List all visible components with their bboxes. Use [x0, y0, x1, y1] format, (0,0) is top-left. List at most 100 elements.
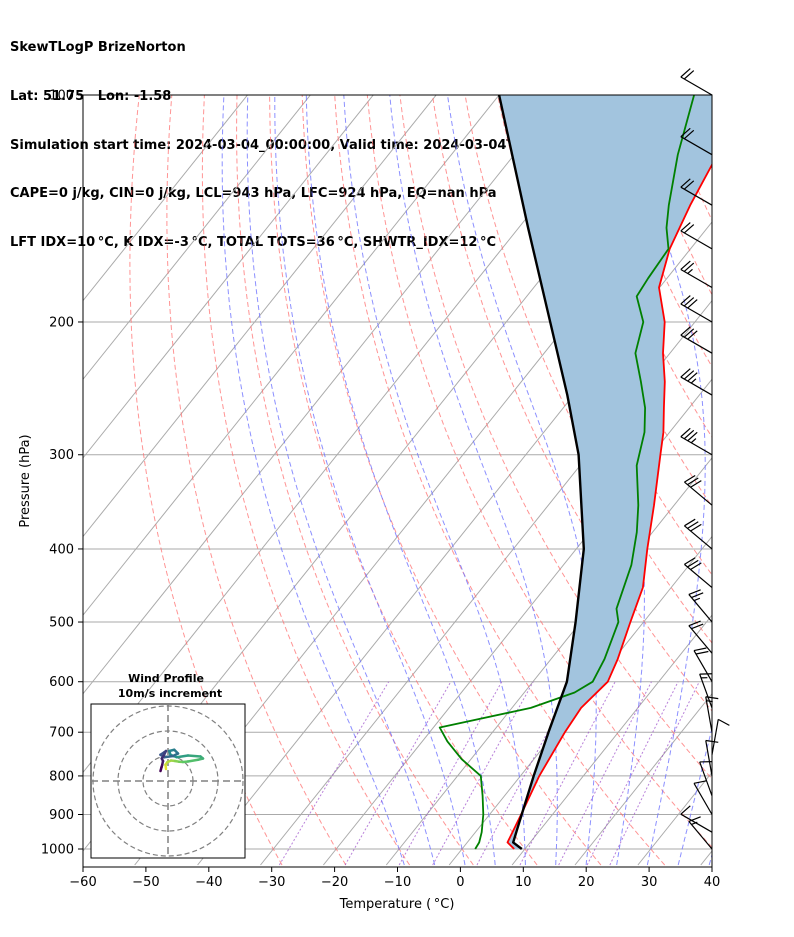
x-tick-label: −30 [258, 875, 285, 890]
moist-adiabat [620, 95, 706, 866]
dry-adiabat [366, 95, 712, 849]
wind-barb-shaft [680, 76, 713, 96]
wind-barb [680, 260, 713, 288]
wind-barb-shaft [711, 719, 719, 755]
moist-adiabat [447, 95, 597, 866]
wind-barb-flag [717, 718, 730, 726]
dry-adiabat [464, 95, 712, 644]
y-tick-label: 900 [49, 808, 74, 823]
hodograph-trace-segment [186, 758, 200, 763]
wind-barb-shaft [680, 813, 713, 833]
wind-barb-half-flag [687, 268, 693, 274]
wind-barb-half-flag [693, 597, 701, 602]
wind-barb-flag [693, 780, 707, 784]
wind-barb-flag [688, 620, 701, 627]
cape-shaded-area [499, 95, 712, 849]
station-title: SkewTLogP BrizeNorton [10, 40, 186, 56]
dry-adiabat [166, 95, 347, 866]
wind-barb-shaft [680, 230, 713, 250]
isotherm-line [83, 95, 248, 302]
moist-adiabat [708, 853, 712, 866]
wind-barb-flag [683, 328, 695, 338]
mixing-ratio-line [398, 681, 503, 866]
dry-adiabat [399, 95, 712, 780]
wind-barbs-layer [680, 68, 730, 850]
wind-barb-flag [680, 127, 691, 138]
wind-barb [684, 518, 713, 550]
isotherm-line [83, 95, 563, 695]
wind-barb-flag [684, 557, 696, 565]
x-tick-label: −40 [195, 875, 222, 890]
wind-barb-flag [680, 178, 691, 188]
wind-barb-flag [688, 589, 701, 596]
isotherm-line [700, 850, 712, 866]
hodograph-trace-segment [163, 754, 175, 759]
wind-barb [688, 589, 713, 623]
dewpoint-line [438, 95, 695, 850]
wind-barb-flag [680, 427, 691, 438]
isotherm-line [83, 95, 437, 538]
wind-barb-flag [687, 299, 698, 309]
y-tick-label: 700 [49, 726, 74, 741]
mixing-ratio-line [476, 681, 576, 866]
x-tick-label: 40 [704, 875, 721, 890]
dry-adiabat [129, 95, 283, 866]
x-tick-label: −20 [321, 875, 348, 890]
isotherm-line [83, 95, 500, 616]
wind-barb-flag [690, 523, 702, 532]
wind-barb-flag [684, 518, 696, 527]
moist-adiabat [274, 95, 466, 866]
isotherm-line [83, 95, 311, 381]
wind-barb-shaft [688, 821, 713, 850]
wind-barb-flag [687, 477, 699, 486]
temperature-line [506, 162, 712, 850]
hodograph-inset: Wind Profile 10m/s increment [90, 672, 246, 859]
wind-barb [693, 647, 713, 683]
y-tick-label: 600 [49, 675, 74, 690]
wind-barb-flag [680, 368, 691, 378]
wind-barb-flag [680, 222, 691, 232]
wind-barb-shaft [705, 696, 713, 733]
y-axis-title: Pressure (hPa) [18, 434, 33, 527]
isotherm-line [83, 95, 374, 459]
dry-adiabat [758, 95, 794, 865]
y-tick-label: 500 [49, 616, 74, 631]
wind-barb-half-flag [690, 438, 697, 444]
wind-barb-shaft [684, 563, 713, 588]
wind-barb-flag [688, 816, 701, 822]
wind-barb [680, 368, 713, 396]
dry-adiabat [269, 95, 538, 866]
x-tick-label: 20 [578, 875, 595, 890]
wind-barb [699, 761, 713, 796]
mixing-ratio-line [519, 681, 616, 866]
wind-barb-flag [680, 260, 691, 270]
mixing-ratio-line [344, 681, 452, 866]
moist-adiabat [343, 95, 526, 865]
wind-barb-shaft [693, 783, 713, 815]
wind-barb-shaft [705, 740, 713, 777]
wind-barb [688, 816, 713, 850]
wind-barb-flag [680, 805, 691, 815]
wind-barb [680, 295, 713, 323]
dry-adiabat [236, 95, 474, 866]
wind-barb-flag [683, 262, 695, 272]
wind-barb-shaft [699, 761, 713, 796]
hodograph-title: Wind Profile [128, 672, 204, 685]
moist-adiabat [389, 95, 558, 866]
hodograph-trace-segment [175, 754, 190, 759]
mixing-ratio-line [558, 681, 652, 866]
dry-adiabat [301, 95, 602, 866]
wind-barb [680, 127, 713, 156]
x-tick-label: 10 [515, 875, 532, 890]
stability-indices: LFT IDX=10 °C, K IDX=-3 °C, TOTAL TOTS=3… [10, 234, 497, 250]
hodograph-trace-segment [186, 754, 202, 758]
wind-barb-shaft [680, 136, 713, 156]
wind-barb-shaft [688, 625, 713, 654]
isotherm-line [260, 299, 712, 866]
isotherm-line [197, 221, 712, 866]
y-tick-label: 400 [49, 542, 74, 557]
wind-barb-flag [683, 70, 695, 80]
x-tick-label: 0 [456, 875, 464, 890]
wind-barb-flag [687, 330, 698, 340]
